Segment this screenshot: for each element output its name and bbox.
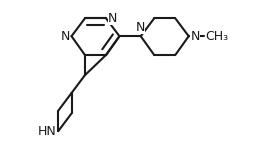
Text: N: N bbox=[60, 30, 70, 43]
Text: N: N bbox=[190, 30, 200, 43]
Text: N: N bbox=[136, 21, 145, 34]
Text: CH₃: CH₃ bbox=[206, 30, 229, 43]
Text: N: N bbox=[108, 12, 117, 25]
Text: HN: HN bbox=[38, 125, 56, 138]
